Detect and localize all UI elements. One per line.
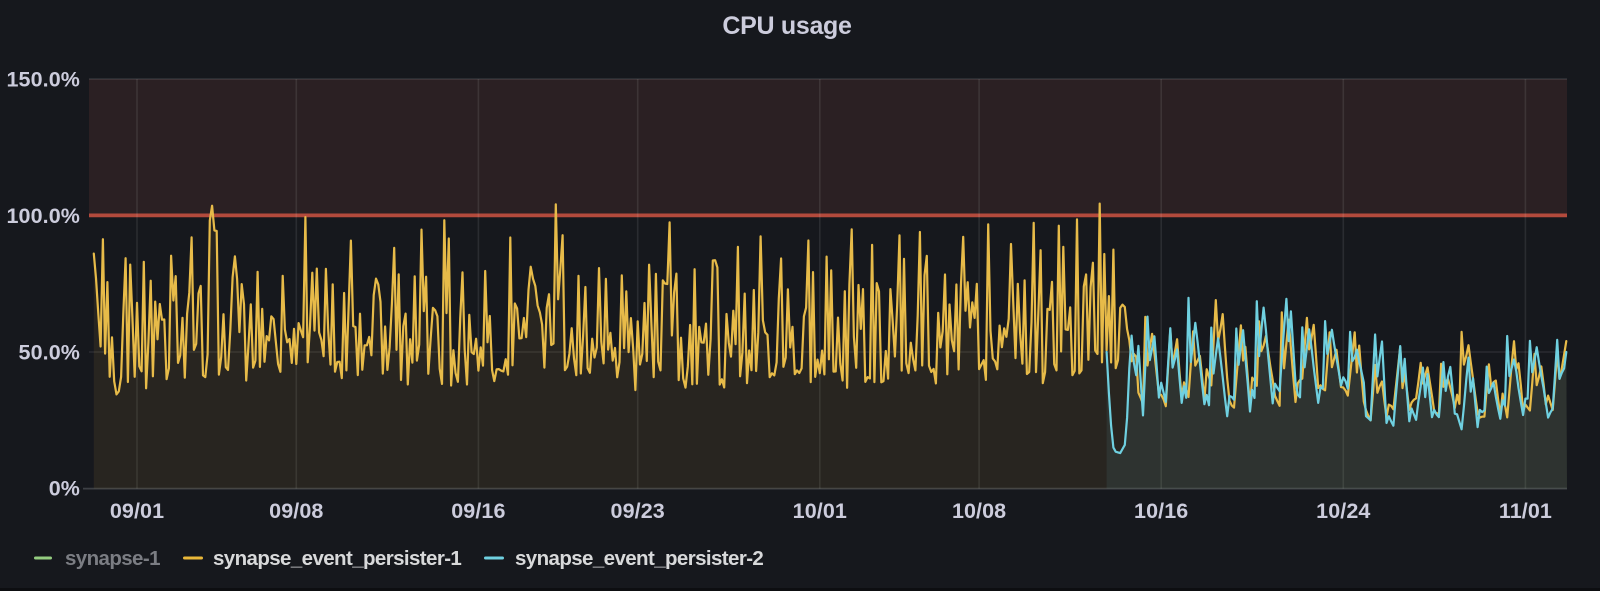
svg-text:100.0%: 100.0%	[6, 204, 80, 228]
svg-text:10/24: 10/24	[1316, 499, 1370, 523]
svg-text:CPU usage: CPU usage	[722, 12, 852, 40]
svg-text:10/08: 10/08	[952, 499, 1006, 523]
svg-text:0%: 0%	[49, 477, 80, 501]
svg-text:09/01: 09/01	[110, 499, 164, 523]
svg-text:11/01: 11/01	[1499, 499, 1552, 523]
svg-text:09/16: 09/16	[451, 499, 505, 523]
svg-text:150.0%: 150.0%	[6, 68, 80, 92]
svg-text:synapse-1: synapse-1	[65, 547, 160, 570]
svg-text:10/01: 10/01	[793, 499, 847, 523]
svg-text:09/23: 09/23	[611, 499, 665, 523]
svg-text:synapse_event_persister-2: synapse_event_persister-2	[515, 547, 763, 570]
svg-text:09/08: 09/08	[269, 499, 323, 523]
svg-text:10/16: 10/16	[1134, 499, 1188, 523]
svg-text:50.0%: 50.0%	[19, 341, 80, 365]
svg-text:synapse_event_persister-1: synapse_event_persister-1	[213, 547, 461, 570]
